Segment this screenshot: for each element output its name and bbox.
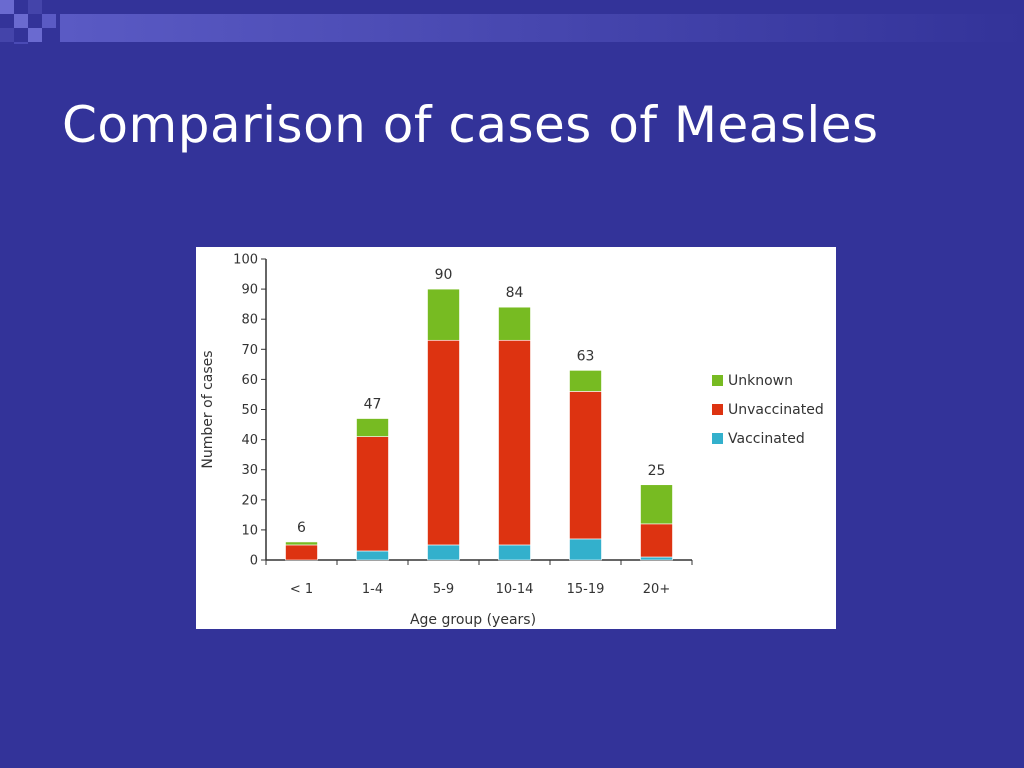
bar-unvaccinated-5 xyxy=(640,523,673,558)
stacked-bar-chart: 0 10 20 30 40 50 60 70 80 90 100 < 1 1-4 5-9 10-14 15-… xyxy=(200,253,824,629)
bar-unvaccinated-3 xyxy=(498,339,531,546)
legend-label-unvaccinated: Unvaccinated xyxy=(728,402,824,418)
y-tick-label: 20 xyxy=(241,493,258,508)
bar-vaccinated-1 xyxy=(356,550,389,561)
checker-logo xyxy=(0,0,56,44)
bars-group xyxy=(285,288,673,561)
x-tick-label: 15-19 xyxy=(567,582,605,597)
y-tick-label: 30 xyxy=(241,463,258,478)
chart-panel: 0 10 20 30 40 50 60 70 80 90 100 < 1 1-4 5-9 10-14 15-… xyxy=(196,247,836,629)
y-tick-label: 90 xyxy=(241,283,258,298)
x-tick-label: 20+ xyxy=(643,582,670,597)
decorative-header-bar xyxy=(0,0,1024,44)
y-tick-label: 70 xyxy=(241,343,258,358)
x-axis-title: Age group (years) xyxy=(410,612,536,628)
x-tick-label: < 1 xyxy=(290,582,313,597)
y-tick-label: 60 xyxy=(241,373,258,388)
bar-unknown-5 xyxy=(640,484,673,525)
y-axis-title: Number of cases xyxy=(200,350,216,468)
slide-title: Comparison of cases of Measles xyxy=(62,96,879,154)
legend-swatch-unknown xyxy=(712,375,723,386)
y-tick-label: 80 xyxy=(241,313,258,328)
y-tick-label: 10 xyxy=(241,523,258,538)
bar-unknown-2 xyxy=(427,288,460,341)
y-tick-label: 40 xyxy=(241,433,258,448)
bar-total-label: 6 xyxy=(297,520,306,536)
bar-unknown-0 xyxy=(285,541,318,546)
legend: Unknown Unvaccinated Vaccinated xyxy=(712,373,824,447)
y-tick-label: 100 xyxy=(233,253,258,268)
legend-label-vaccinated: Vaccinated xyxy=(728,431,805,447)
bar-vaccinated-3 xyxy=(498,544,531,561)
y-tick-label: 0 xyxy=(250,554,258,569)
bar-unknown-4 xyxy=(569,370,602,392)
x-tick-label: 5-9 xyxy=(433,582,454,597)
bar-unknown-3 xyxy=(498,306,531,341)
legend-swatch-unvaccinated xyxy=(712,404,723,415)
legend-swatch-vaccinated xyxy=(712,433,723,444)
y-tick-label: 50 xyxy=(241,403,258,418)
bar-unknown-1 xyxy=(356,418,389,437)
x-tick-label: 1-4 xyxy=(362,582,383,597)
bar-unvaccinated-1 xyxy=(356,436,389,552)
bar-total-label: 47 xyxy=(364,397,382,413)
x-tick-label: 10-14 xyxy=(496,582,534,597)
header-gradient-stripe xyxy=(60,14,1024,42)
bar-unvaccinated-0 xyxy=(285,544,318,561)
bar-unvaccinated-4 xyxy=(569,391,602,540)
bar-total-label: 90 xyxy=(435,267,453,283)
bar-total-label: 63 xyxy=(577,348,595,364)
bar-vaccinated-2 xyxy=(427,544,460,561)
total-labels-group: 6 47 90 84 63 25 xyxy=(297,267,665,536)
bar-unvaccinated-2 xyxy=(427,339,460,546)
legend-label-unknown: Unknown xyxy=(728,373,793,389)
bar-vaccinated-4 xyxy=(569,538,602,561)
bar-vaccinated-5 xyxy=(640,556,673,561)
x-axis: < 1 1-4 5-9 10-14 15-19 20+ xyxy=(265,559,693,597)
bar-total-label: 25 xyxy=(648,463,666,479)
bar-total-label: 84 xyxy=(506,285,524,301)
y-axis: 0 10 20 30 40 50 60 70 80 90 100 xyxy=(233,253,267,569)
